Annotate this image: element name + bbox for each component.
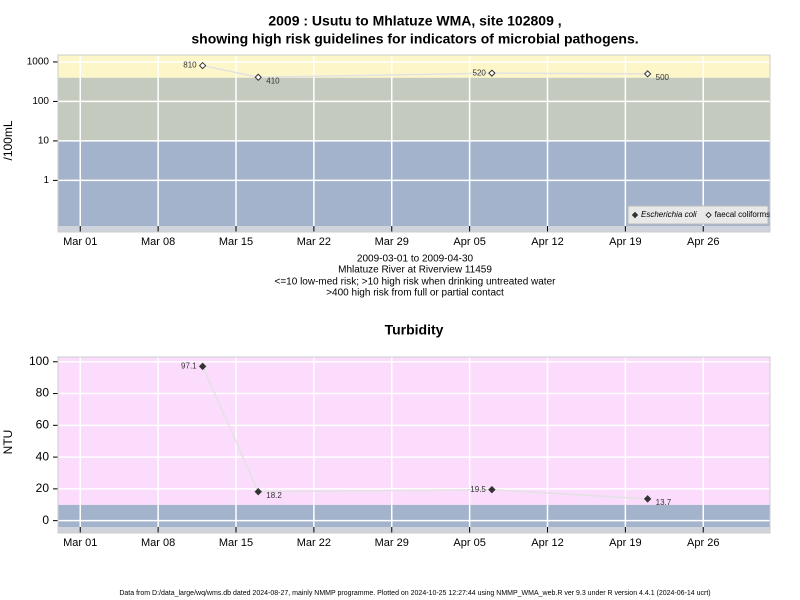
data-point [643, 495, 652, 503]
x-tick-label: Apr 19 [609, 236, 641, 248]
x-tick-label: Mar 29 [375, 236, 409, 248]
x-tick-label: Apr 05 [453, 537, 485, 549]
x-tick-label: Mar 15 [219, 236, 253, 248]
x-tick-label: Apr 05 [453, 236, 485, 248]
chart-title: Turbidity [385, 322, 444, 338]
y-axis-label: NTU [1, 430, 15, 455]
y-tick-label: 60 [36, 417, 50, 431]
legend-marker [705, 211, 712, 219]
plot-frame [57, 356, 771, 534]
y-tick-label: 100 [29, 354, 49, 368]
legend-label: faecal coliforms [715, 210, 771, 219]
legend-box [627, 205, 769, 225]
x-tick-label: Mar 22 [297, 236, 331, 248]
data-point [198, 362, 207, 371]
data-point [254, 488, 262, 496]
x-tick-label: Mar 29 [375, 537, 409, 549]
x-tick-label: Apr 12 [531, 537, 563, 549]
note: 2009-03-01 to 2009-04-30 [357, 254, 474, 265]
x-tick-label: Apr 26 [687, 236, 719, 248]
data-point [488, 485, 496, 494]
data-point [488, 69, 496, 77]
series-line [202, 64, 648, 78]
y-axis-label: /100mL [1, 120, 15, 160]
y-tick-label: 100 [32, 96, 49, 107]
chart-title: showing high risk guidelines for indicat… [191, 31, 638, 47]
data-label: 500 [656, 73, 670, 82]
y-tick-label: 20 [36, 481, 50, 495]
risk-band [58, 504, 770, 527]
plot-frame [57, 54, 771, 233]
x-axis-strip [58, 226, 770, 232]
x-tick-label: Mar 01 [63, 236, 97, 248]
data-label: 13.7 [656, 498, 672, 507]
y-tick-label: 1000 [27, 57, 50, 68]
y-tick-label: 80 [36, 386, 50, 400]
data-label: 97.1 [181, 361, 197, 370]
data-label: 410 [266, 76, 280, 85]
x-tick-label: Mar 01 [63, 537, 97, 549]
y-tick-label: 0 [42, 513, 49, 527]
y-tick-label: 1 [43, 175, 49, 186]
risk-band [58, 357, 770, 505]
y-tick-label: 40 [36, 449, 50, 463]
legend-marker [631, 211, 639, 219]
y-tick-label: 10 [38, 136, 50, 147]
x-tick-label: Mar 08 [141, 537, 175, 549]
data-label: 520 [473, 68, 487, 77]
note: Mhlatuze River at Riverview 11459 [338, 265, 492, 276]
risk-band [58, 77, 770, 141]
note: <=10 low-med risk; >10 high risk when dr… [275, 277, 557, 288]
x-tick-label: Mar 08 [141, 236, 175, 248]
x-tick-label: Mar 15 [219, 537, 253, 549]
x-tick-label: Apr 19 [609, 537, 641, 549]
data-point [254, 73, 262, 81]
chart-title: 2009 : Usutu to Mhlatuze WMA, site 10280… [268, 13, 561, 29]
legend-label: Escherichia coli [641, 210, 697, 219]
data-label: 18.2 [266, 491, 282, 500]
data-point [198, 61, 207, 70]
x-tick-label: Apr 26 [687, 537, 719, 549]
footer: Data from D:/data_large/wq/wms.db dated … [119, 590, 710, 597]
data-label: 810 [183, 61, 197, 70]
x-tick-label: Mar 22 [297, 537, 331, 549]
series-line [201, 366, 648, 500]
x-axis-strip [58, 527, 770, 533]
x-tick-label: Apr 12 [531, 236, 563, 248]
data-point [643, 70, 652, 78]
data-label: 19.5 [470, 485, 486, 494]
note: >400 high risk from full or partial cont… [326, 288, 504, 299]
